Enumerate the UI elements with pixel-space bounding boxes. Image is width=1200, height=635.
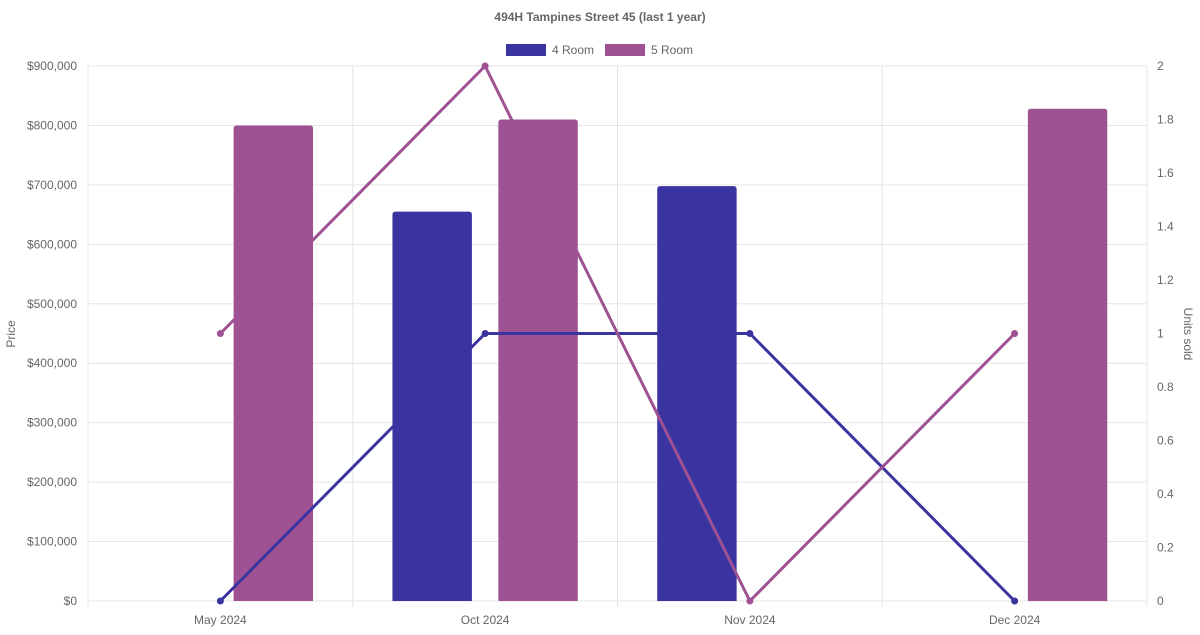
y2-tick-label: 0.2 [1157,541,1174,555]
y-tick-label: $100,000 [27,535,77,549]
y-axis-left: $0 $100,000 $200,000 $300,000 $400,000 $500,0… [27,59,77,608]
legend-item-5-room[interactable]: 5 Room [605,43,693,57]
bar-5-room-may-2024[interactable] [233,125,314,601]
x-tick-label: May 2024 [194,613,247,627]
y2-tick-label: 0 [1157,594,1164,608]
x-tick-label: Nov 2024 [724,613,776,627]
y2-tick-label: 0.8 [1157,380,1174,394]
y2-tick-label: 1.8 [1157,113,1174,127]
legend: 4 Room 5 Room [506,43,693,57]
y-tick-label: $200,000 [27,475,77,489]
bars [233,108,1108,602]
y-tick-label: $700,000 [27,178,77,192]
y2-tick-label: 1.6 [1157,166,1174,180]
y-tick-label: $0 [64,594,78,608]
legend-label-4-room: 4 Room [552,43,594,57]
y-tick-label: $800,000 [27,118,77,132]
point-units-5-room-may-2024[interactable] [216,330,224,337]
y2-tick-label: 2 [1157,59,1164,73]
y-axis-title: Price [4,320,18,348]
legend-swatch-4-room [506,44,546,56]
y2-tick-label: 1.4 [1157,220,1174,234]
bar-5-room-oct-2024[interactable] [498,119,578,602]
bar-5-room-dec-2024[interactable] [1027,108,1108,602]
x-axis: May 2024 Oct 2024 Nov 2024 Dec 2024 [194,613,1041,627]
y-axis-right: 0 0.2 0.4 0.6 0.8 1 1.2 1.4 1.6 1.8 2 [1157,59,1174,608]
line-units-5-room [219,64,1016,603]
unit-lines [216,62,1019,605]
point-units-4-room-dec-2024[interactable] [1011,597,1019,605]
point-units-4-room-oct-2024[interactable] [481,330,489,337]
x-tick-label: Oct 2024 [461,613,510,627]
y-tick-label: $500,000 [27,297,77,311]
point-units-5-room-nov-2024[interactable] [746,597,754,605]
y-tick-label: $600,000 [27,237,77,251]
y2-tick-label: 0.6 [1157,434,1174,448]
y2-tick-label: 1.2 [1157,273,1174,287]
point-units-4-room-nov-2024[interactable] [746,330,754,337]
legend-swatch-5-room [605,44,645,56]
bar-4-room-nov-2024[interactable] [657,186,737,602]
legend-item-4-room[interactable]: 4 Room [506,43,594,57]
point-units-5-room-dec-2024[interactable] [1011,330,1019,337]
y2-axis-title: Units sold [1181,308,1195,361]
y-tick-label: $900,000 [27,59,77,73]
point-units-4-room-may-2024[interactable] [216,597,224,605]
y2-tick-label: 1 [1157,327,1164,341]
point-units-5-room-oct-2024[interactable] [481,62,489,70]
y-tick-label: $400,000 [27,356,77,370]
bar-4-room-oct-2024[interactable] [392,211,472,601]
chart-title: 494H Tampines Street 45 (last 1 year) [494,10,705,24]
y2-tick-label: 0.4 [1157,487,1174,501]
x-tick-label: Dec 2024 [989,613,1041,627]
y-tick-label: $300,000 [27,416,77,430]
legend-label-5-room: 5 Room [651,43,693,57]
